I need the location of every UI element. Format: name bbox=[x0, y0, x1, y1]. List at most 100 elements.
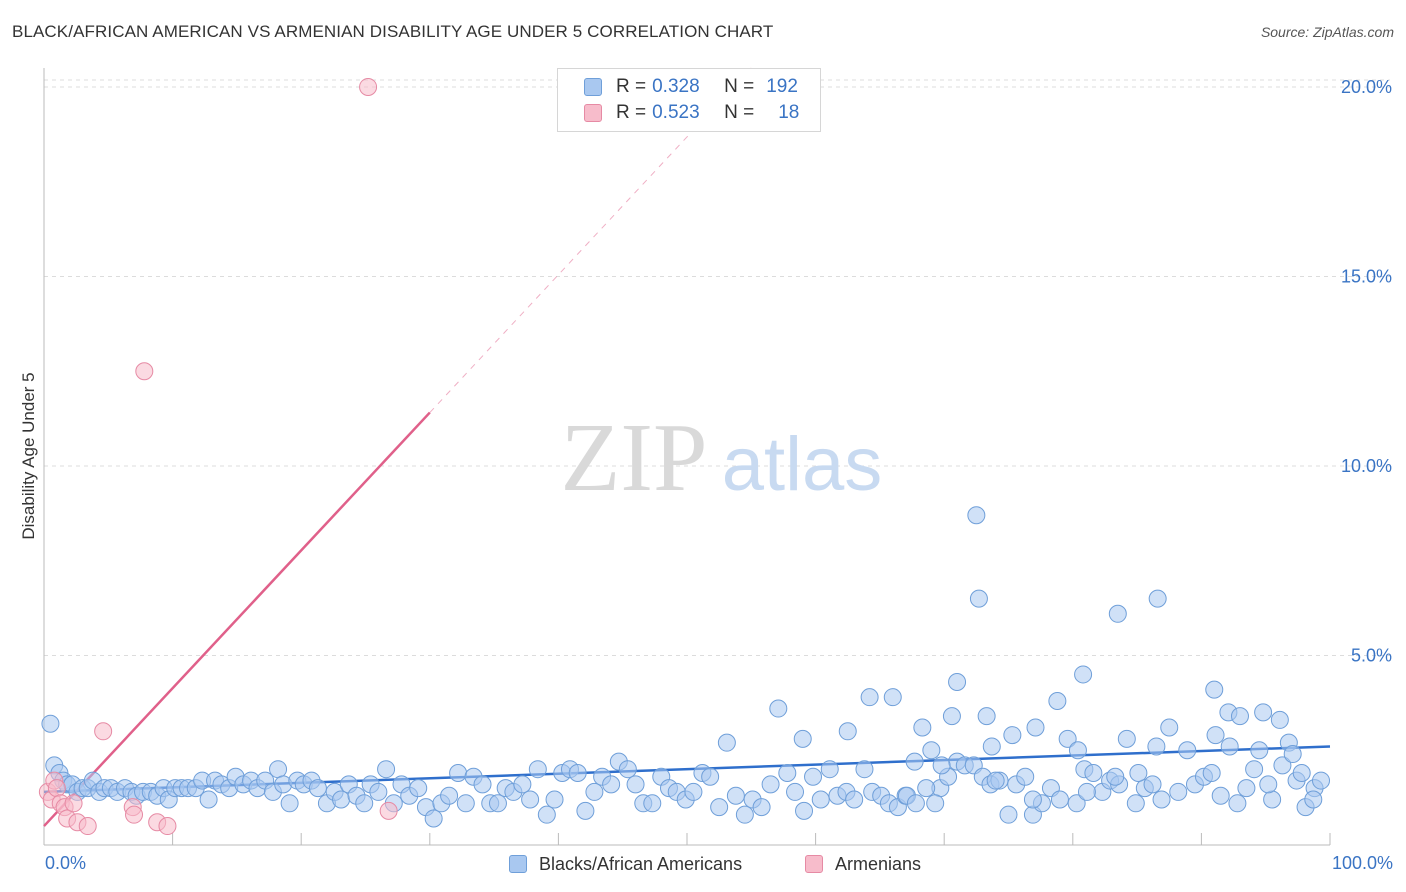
point-armenians bbox=[125, 805, 144, 824]
source-label: Source: ZipAtlas.com bbox=[1260, 24, 1394, 40]
point-blacks bbox=[1205, 680, 1224, 699]
point-blacks bbox=[913, 718, 932, 737]
point-blacks bbox=[1202, 763, 1221, 782]
bottom-legend-label-armenians: Armenians bbox=[835, 853, 922, 874]
point-blacks bbox=[845, 790, 864, 809]
point-blacks bbox=[1263, 790, 1282, 809]
point-blacks bbox=[1237, 779, 1256, 798]
watermark-zip: ZIP bbox=[561, 404, 708, 512]
point-blacks bbox=[41, 714, 60, 733]
point-blacks bbox=[1270, 710, 1289, 729]
point-blacks bbox=[1292, 763, 1311, 782]
point-blacks bbox=[1228, 794, 1247, 813]
x-tick-label: 0.0% bbox=[45, 853, 86, 873]
r-value: 0.328 bbox=[652, 76, 700, 97]
point-blacks bbox=[409, 779, 428, 798]
bottom-legend-swatch-blacks bbox=[509, 855, 527, 873]
point-blacks bbox=[1023, 790, 1042, 809]
point-blacks bbox=[576, 801, 595, 820]
point-blacks bbox=[1250, 741, 1269, 760]
point-blacks bbox=[618, 760, 637, 779]
stats-legend: R = 0.328 N = 192 R = 0.523 N = 18 bbox=[557, 68, 821, 132]
point-blacks bbox=[1273, 756, 1292, 775]
point-blacks bbox=[1147, 737, 1166, 756]
point-blacks bbox=[1016, 767, 1035, 786]
point-blacks bbox=[769, 699, 788, 718]
r-value: 0.523 bbox=[652, 102, 700, 123]
n-value: 18 bbox=[778, 102, 800, 123]
point-blacks bbox=[269, 760, 288, 779]
point-armenians bbox=[78, 817, 97, 836]
point-blacks bbox=[1084, 763, 1103, 782]
point-blacks bbox=[855, 760, 874, 779]
point-blacks bbox=[1230, 707, 1249, 726]
point-blacks bbox=[905, 752, 924, 771]
point-blacks bbox=[1129, 763, 1148, 782]
point-blacks bbox=[786, 782, 805, 801]
r-label: R = bbox=[616, 102, 647, 123]
y-tick-label: 15.0% bbox=[1341, 266, 1392, 286]
point-blacks bbox=[1259, 775, 1278, 794]
point-blacks bbox=[545, 790, 564, 809]
point-blacks bbox=[922, 741, 941, 760]
point-blacks bbox=[820, 760, 839, 779]
legend-swatch-blacks bbox=[584, 78, 602, 96]
point-blacks bbox=[1143, 775, 1162, 794]
x-tick-label: 100.0% bbox=[1332, 853, 1393, 873]
point-blacks bbox=[684, 782, 703, 801]
y-tick-label: 10.0% bbox=[1341, 456, 1392, 476]
point-armenians bbox=[94, 722, 113, 741]
point-blacks bbox=[424, 809, 443, 828]
point-blacks bbox=[1048, 691, 1067, 710]
point-armenians bbox=[359, 77, 378, 96]
y-tick-label: 5.0% bbox=[1351, 645, 1392, 665]
point-blacks bbox=[513, 775, 532, 794]
point-blacks bbox=[1178, 741, 1197, 760]
point-blacks bbox=[369, 782, 388, 801]
chart-title: BLACK/AFRICAN AMERICAN VS ARMENIAN DISAB… bbox=[12, 22, 774, 41]
point-blacks bbox=[804, 767, 823, 786]
point-blacks bbox=[986, 771, 1005, 790]
point-blacks bbox=[332, 790, 351, 809]
bottom-legend-blacks: Blacks/African Americans bbox=[509, 852, 742, 876]
point-armenians bbox=[47, 779, 66, 798]
point-blacks bbox=[521, 790, 540, 809]
point-armenians bbox=[158, 817, 177, 836]
point-blacks bbox=[1211, 786, 1230, 805]
point-blacks bbox=[1148, 589, 1167, 608]
point-blacks bbox=[199, 790, 218, 809]
point-blacks bbox=[701, 767, 720, 786]
y-axis-label: Disability Age Under 5 bbox=[19, 372, 38, 539]
bottom-legend-swatch-armenians bbox=[805, 855, 823, 873]
point-blacks bbox=[1117, 729, 1136, 748]
point-blacks bbox=[643, 794, 662, 813]
point-blacks bbox=[761, 775, 780, 794]
point-blacks bbox=[1169, 782, 1188, 801]
point-blacks bbox=[1050, 790, 1069, 809]
point-blacks bbox=[969, 589, 988, 608]
point-blacks bbox=[585, 782, 604, 801]
point-blacks bbox=[1160, 718, 1179, 737]
point-blacks bbox=[967, 506, 986, 525]
point-blacks bbox=[906, 794, 925, 813]
point-blacks bbox=[449, 763, 468, 782]
point-blacks bbox=[1068, 741, 1087, 760]
point-blacks bbox=[793, 729, 812, 748]
point-blacks bbox=[1152, 790, 1171, 809]
point-blacks bbox=[860, 688, 879, 707]
point-blacks bbox=[1304, 790, 1323, 809]
bottom-legend-armenians: Armenians bbox=[805, 852, 921, 876]
point-blacks bbox=[982, 737, 1001, 756]
point-blacks bbox=[1026, 718, 1045, 737]
point-blacks bbox=[1206, 726, 1225, 745]
point-blacks bbox=[717, 733, 736, 752]
point-blacks bbox=[528, 760, 547, 779]
point-blacks bbox=[1126, 794, 1145, 813]
n-value: 192 bbox=[766, 76, 798, 97]
point-blacks bbox=[932, 756, 951, 775]
point-blacks bbox=[568, 763, 587, 782]
point-blacks bbox=[1003, 726, 1022, 745]
point-blacks bbox=[1058, 729, 1077, 748]
legend-swatch-armenians bbox=[584, 104, 602, 122]
point-blacks bbox=[1074, 665, 1093, 684]
